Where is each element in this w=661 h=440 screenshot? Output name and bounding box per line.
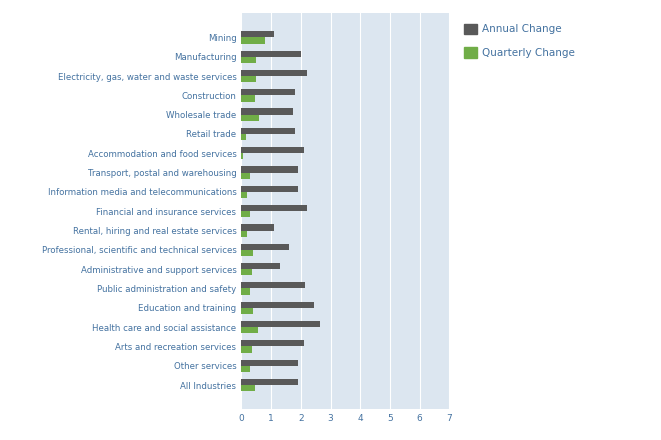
Bar — [241, 231, 247, 237]
Bar — [241, 37, 265, 44]
Bar — [241, 250, 253, 256]
Bar — [241, 340, 304, 346]
Bar — [241, 263, 280, 269]
Bar — [241, 51, 301, 57]
Bar — [241, 115, 259, 121]
Bar — [241, 379, 297, 385]
Bar — [241, 289, 250, 295]
Bar — [241, 308, 253, 314]
Bar — [241, 76, 256, 82]
Bar — [241, 366, 250, 372]
Bar — [241, 95, 254, 102]
Bar — [241, 172, 250, 179]
Bar — [241, 359, 297, 366]
Bar — [241, 166, 297, 172]
Bar — [241, 269, 252, 275]
Bar — [241, 385, 254, 391]
Bar — [241, 282, 305, 289]
Bar — [241, 301, 314, 308]
Bar — [241, 70, 307, 76]
Bar — [241, 224, 274, 231]
Bar — [241, 153, 243, 159]
Bar — [241, 321, 320, 327]
Bar — [241, 89, 295, 95]
Bar — [241, 192, 247, 198]
Bar — [241, 108, 293, 115]
Bar — [241, 134, 246, 140]
Bar — [241, 128, 295, 134]
Bar — [241, 244, 289, 250]
Bar — [241, 186, 297, 192]
Bar — [241, 31, 274, 37]
Bar — [241, 327, 258, 333]
Bar — [241, 205, 307, 211]
Bar — [241, 147, 304, 153]
Legend: Annual Change, Quarterly Change: Annual Change, Quarterly Change — [459, 18, 580, 63]
Bar — [241, 211, 250, 217]
Bar — [241, 346, 252, 352]
Bar — [241, 57, 256, 63]
